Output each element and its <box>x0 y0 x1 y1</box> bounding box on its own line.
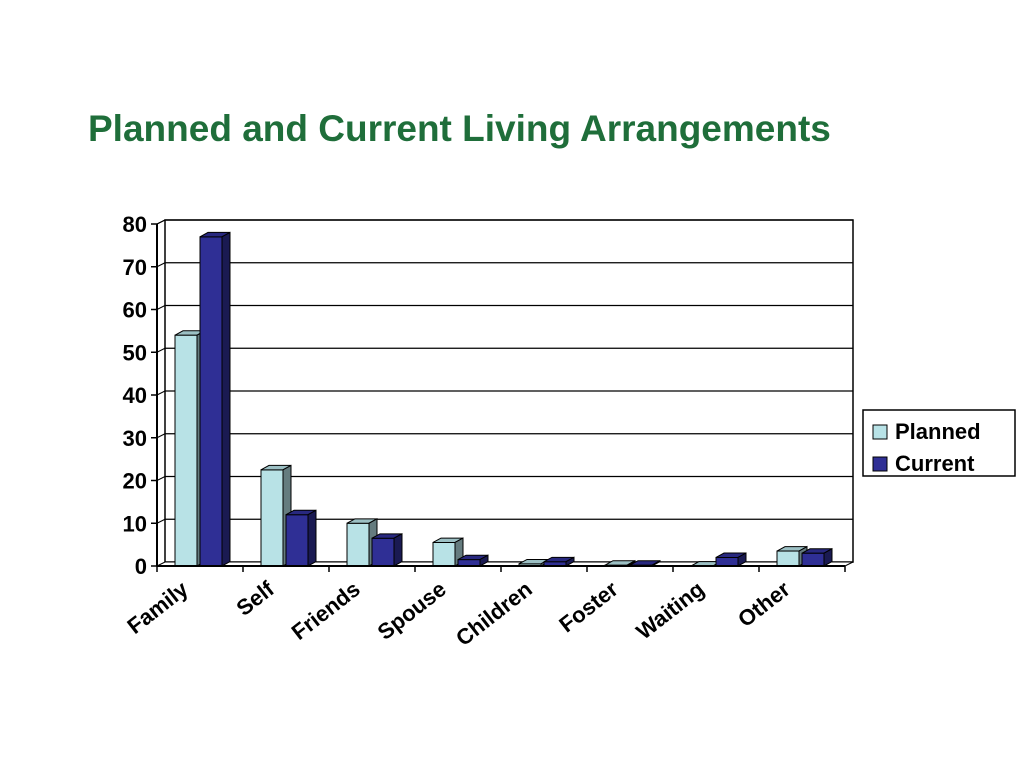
bar-front <box>346 522 370 567</box>
y-tick-label: 30 <box>123 426 147 451</box>
bar-front <box>371 537 395 567</box>
bar-front <box>432 541 456 567</box>
gridline-depth <box>156 518 166 524</box>
bar-front <box>715 556 739 567</box>
bar-front <box>199 236 223 567</box>
bar-current-friends <box>371 532 403 567</box>
bar-current-other <box>801 547 833 567</box>
bar-current-spouse <box>457 554 489 567</box>
x-axis-ticks: Family Self Friends Spouse Children Foster Wai… <box>122 566 846 651</box>
x-tick-label-foster: Foster <box>554 576 623 637</box>
bar-current-children <box>543 556 575 567</box>
bar-side <box>565 556 575 567</box>
bar-front <box>174 334 198 567</box>
y-tick-label: 80 <box>123 212 147 237</box>
y-tick-label: 40 <box>123 383 147 408</box>
gridline-depth <box>156 305 166 310</box>
bar-side <box>221 231 231 567</box>
legend-swatch-current <box>872 456 888 472</box>
bar-current-self <box>285 509 317 567</box>
y-axis-ticks: 0 10 20 30 40 50 60 70 80 <box>123 212 157 579</box>
y-tick-label: 0 <box>135 554 147 579</box>
legend-label-current: Current <box>895 451 975 476</box>
bar-current-waiting <box>715 552 747 567</box>
bar-current-family <box>199 231 231 567</box>
gridline-depth <box>156 390 166 396</box>
x-tick-label-waiting: Waiting <box>631 576 708 644</box>
legend-box <box>862 409 1016 477</box>
bars <box>174 231 833 567</box>
x-tick-label-family: Family <box>122 576 193 639</box>
gridline-depth <box>156 476 166 481</box>
x-tick-label-friends: Friends <box>287 576 365 645</box>
x-tick-label-spouse: Spouse <box>373 576 451 645</box>
gridline-depth <box>156 347 166 353</box>
gridline-depth <box>156 433 166 439</box>
y-tick-label: 60 <box>123 298 147 323</box>
page-title: Planned and Current Living Arrangements <box>88 108 831 149</box>
bar-side <box>823 547 833 567</box>
bar-front <box>285 514 309 567</box>
y-tick-label: 20 <box>123 469 147 494</box>
bar-side <box>737 552 747 567</box>
x-tick-label-children: Children <box>451 576 537 651</box>
legend: Planned Current <box>862 409 1016 477</box>
y-tick-label: 70 <box>123 255 147 280</box>
y-tick-label: 50 <box>123 340 147 365</box>
x-tick-label-self: Self <box>232 576 280 621</box>
bar-side <box>393 532 403 567</box>
y-tick-label: 10 <box>123 511 147 536</box>
bar-side <box>479 554 489 567</box>
gridline-depth <box>156 262 166 268</box>
x-tick-label-other: Other <box>733 576 795 632</box>
bar-front <box>776 550 800 567</box>
legend-swatch-planned <box>872 424 888 440</box>
y-axis-depth <box>156 219 166 225</box>
bar-planned-friends <box>346 518 378 567</box>
bar-front <box>801 552 825 567</box>
legend-label-planned: Planned <box>895 419 981 444</box>
bar-front <box>260 469 284 567</box>
bar-side <box>307 509 317 567</box>
